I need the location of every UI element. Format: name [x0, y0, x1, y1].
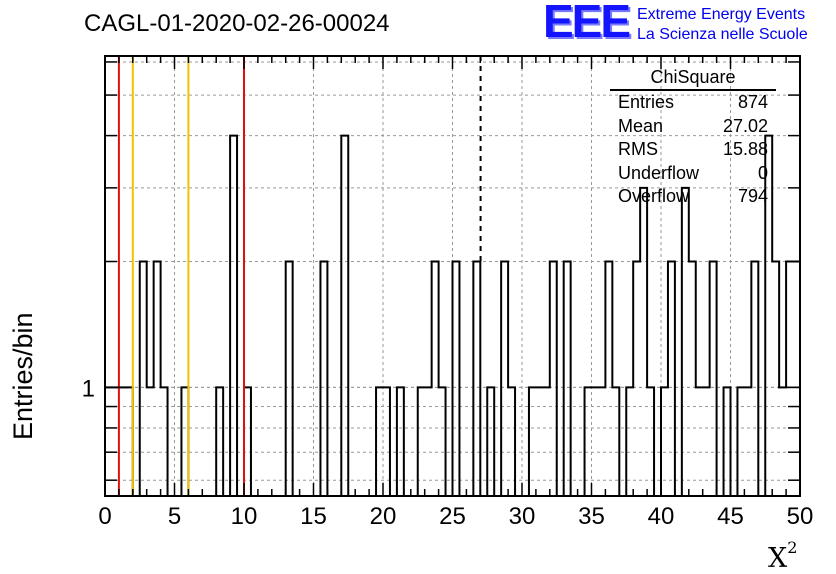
histogram-bin [640, 188, 647, 496]
histogram-bin [453, 262, 460, 496]
stats-value: 27.02 [722, 115, 768, 136]
x-tick-label: 40 [648, 503, 675, 530]
x-axis-label-superscript: 2 [787, 538, 798, 557]
histogram-bin [230, 136, 237, 496]
logo-mark: EEE [543, 0, 631, 47]
stats-value: 0 [757, 162, 768, 183]
histogram-bin [668, 262, 675, 496]
histogram-bin [751, 262, 758, 496]
histogram-bin [550, 262, 557, 496]
stats-row-underflow: Underflow 0 [610, 162, 776, 186]
stats-value: 874 [737, 92, 768, 112]
histogram-bin [710, 262, 717, 496]
histogram-bin [564, 262, 571, 496]
logo-line-2: La Scienza nelle Scuole [637, 26, 808, 43]
x-tick-label: 10 [231, 503, 258, 530]
stats-label: Entries [618, 92, 675, 112]
x-tick-label: 20 [370, 503, 397, 530]
axis-ticks: 0 5 10 15 20 25 30 35 40 45 50 1 [82, 56, 814, 530]
histogram-bin [154, 262, 161, 496]
stats-label: Overflow [618, 186, 690, 206]
x-tick-label: 30 [509, 503, 536, 530]
histogram-bin [772, 262, 779, 496]
x-tick-label: 45 [717, 503, 744, 530]
histogram-bin [633, 262, 640, 496]
run-title: CAGL-01-2020-02-26-00024 [84, 10, 390, 37]
stats-box: ChiSquare Entries 874 Mean 27.02 RMS 15.88 … [610, 66, 776, 209]
x-tick-label: 25 [439, 503, 466, 530]
stats-value: 15.88 [722, 139, 768, 159]
histogram-bin [432, 262, 439, 496]
histogram-bin [341, 136, 348, 496]
histogram-bin [473, 262, 480, 496]
logo-line-1: Extreme Energy Events [637, 6, 806, 23]
reference-lines [117, 56, 482, 496]
x-tick-label: 50 [787, 503, 814, 530]
y-axis-label: Entries/bin [8, 312, 38, 440]
histogram-bin [286, 262, 293, 496]
histogram-bin [682, 188, 689, 496]
x-axis-label-base: X [768, 543, 788, 574]
histogram-bin [689, 262, 696, 496]
stats-label: Mean [618, 115, 664, 136]
histogram-bin [793, 262, 800, 496]
stats-box-title: ChiSquare [610, 66, 776, 91]
x-tick-label: 0 [98, 503, 111, 530]
stats-row-entries: Entries 874 [610, 91, 776, 115]
x-tick-label: 35 [578, 503, 605, 530]
stats-row-rms: RMS 15.88 [610, 138, 776, 162]
histogram-bin [786, 262, 793, 496]
histogram-bin [605, 262, 612, 496]
x-tick-label: 15 [300, 503, 327, 530]
x-tick-label: 5 [168, 503, 181, 530]
eee-logo: EEE Extreme Energy Events La Scienza nel… [543, 0, 835, 47]
stats-label: RMS [618, 139, 658, 159]
histogram-bin [501, 262, 508, 496]
stats-row-overflow: Overflow 794 [610, 185, 776, 209]
stats-label: Underflow [618, 162, 700, 183]
y-tick-label: 1 [82, 375, 95, 402]
stats-value: 794 [737, 186, 768, 206]
x-axis-label: X2 [768, 538, 797, 574]
histogram-bin [320, 262, 327, 496]
stats-row-mean: Mean 27.02 [610, 115, 776, 139]
histogram-bin [140, 262, 147, 496]
